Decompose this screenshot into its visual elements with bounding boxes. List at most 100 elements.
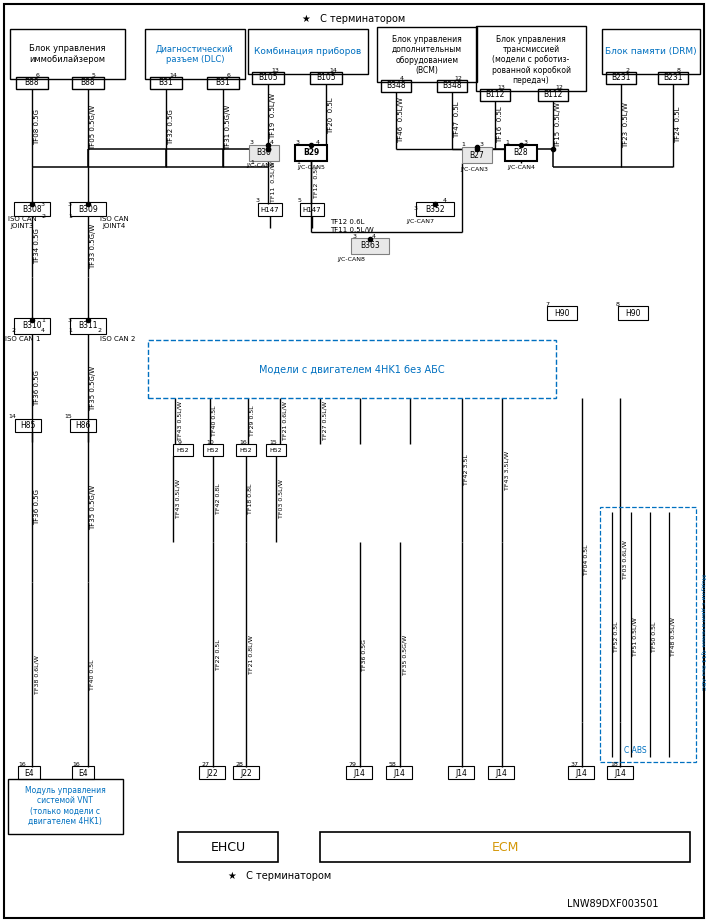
Bar (14, 318, 50, 334)
Text: TF22 0.5L: TF22 0.5L (215, 640, 220, 670)
Text: 1: 1 (461, 143, 465, 148)
Text: TF46  0.5L/W: TF46 0.5L/W (398, 97, 404, 143)
Bar (658, 72, 688, 84)
Text: TF36 0.5G: TF36 0.5G (362, 639, 367, 671)
Text: 8: 8 (616, 301, 620, 306)
Text: J14: J14 (393, 769, 405, 777)
Text: 14: 14 (8, 415, 16, 420)
Bar (236, 444, 256, 456)
Text: 3: 3 (256, 198, 260, 204)
Text: 13: 13 (271, 68, 279, 74)
Text: TF42 3.5L: TF42 3.5L (464, 455, 469, 486)
Text: B31: B31 (159, 78, 173, 88)
Text: Диагностический
разъем (DLC): Диагностический разъем (DLC) (156, 44, 234, 64)
Text: Комбинация приборов: Комбинация приборов (254, 48, 362, 56)
Text: 3: 3 (414, 207, 418, 211)
Text: Блок памяти (DRM): Блок памяти (DRM) (605, 48, 697, 56)
Bar (70, 419, 96, 432)
Bar (320, 832, 690, 862)
Bar (18, 766, 40, 779)
Text: 18: 18 (610, 762, 618, 766)
Text: Блок управления
дополнительным
оборудованием
(BCM): Блок управления дополнительным оборудова… (392, 35, 462, 75)
Text: TF47  0.5L: TF47 0.5L (454, 101, 460, 138)
Text: B231: B231 (663, 74, 683, 82)
Bar (199, 766, 225, 779)
Text: 3: 3 (41, 202, 45, 207)
Text: Блок управления
трансмиссией
(модели с роботиз-
рованной коробкой
передач): Блок управления трансмиссией (модели с р… (491, 35, 571, 86)
Text: TF15  0.5L/W: TF15 0.5L/W (555, 102, 561, 148)
Bar (207, 77, 239, 89)
Bar (249, 145, 279, 161)
Text: TF27 0.5L/W: TF27 0.5L/W (323, 401, 328, 441)
Text: TF40 0.5L: TF40 0.5L (91, 659, 96, 691)
Text: B88: B88 (25, 78, 40, 88)
Text: TF29 0.5L: TF29 0.5L (251, 406, 256, 436)
Text: 7: 7 (545, 301, 549, 306)
Text: B30: B30 (256, 148, 271, 158)
Text: 3: 3 (480, 143, 484, 148)
Bar (150, 77, 182, 89)
Bar (386, 766, 412, 779)
Text: B88: B88 (81, 78, 96, 88)
Text: 15: 15 (64, 415, 72, 420)
Text: B28: B28 (514, 148, 528, 158)
Text: 3: 3 (68, 317, 72, 323)
Text: 2: 2 (97, 328, 101, 334)
Text: H147: H147 (303, 207, 321, 213)
Text: H52: H52 (177, 447, 189, 453)
Text: 12: 12 (555, 86, 563, 90)
Text: H52: H52 (240, 447, 252, 453)
Text: H86: H86 (75, 421, 91, 431)
Text: TF43 3.5L/W: TF43 3.5L/W (505, 451, 510, 490)
Bar (70, 202, 106, 216)
Bar (15, 419, 41, 432)
Text: TF21 0.6L/W: TF21 0.6L/W (282, 402, 287, 441)
Bar (346, 766, 372, 779)
Bar (600, 507, 696, 762)
Text: J14: J14 (455, 769, 467, 777)
Text: TF18 0.8L: TF18 0.8L (249, 484, 253, 514)
Text: TF20  0.5L: TF20 0.5L (328, 98, 334, 135)
Bar (607, 766, 633, 779)
Text: 4: 4 (270, 140, 274, 146)
Text: B310: B310 (22, 322, 42, 330)
Text: H90: H90 (554, 309, 570, 317)
Text: ISO CAN
JOINT3: ISO CAN JOINT3 (8, 216, 37, 229)
Text: TF31 0.5G/W: TF31 0.5G/W (225, 104, 231, 149)
Text: 1: 1 (68, 328, 72, 334)
Text: 1: 1 (505, 140, 509, 146)
Text: TF04 0.5L: TF04 0.5L (585, 545, 590, 575)
Text: 1: 1 (296, 160, 300, 166)
Text: 5: 5 (298, 198, 302, 204)
Text: J22: J22 (206, 769, 218, 777)
Bar (488, 766, 514, 779)
Bar (252, 72, 284, 84)
Text: TF50 0.5L: TF50 0.5L (651, 621, 656, 652)
Text: 3: 3 (296, 140, 300, 146)
Text: TF19  0.5L/W: TF19 0.5L/W (270, 93, 276, 139)
Text: 6: 6 (36, 74, 40, 78)
Bar (295, 145, 327, 161)
Bar (173, 444, 193, 456)
Text: TF35 0.5G/W: TF35 0.5G/W (90, 365, 96, 410)
Bar (233, 766, 259, 779)
Text: H147: H147 (261, 207, 280, 213)
Text: TF21 0.8L/W: TF21 0.8L/W (249, 635, 253, 674)
Text: B105: B105 (258, 74, 278, 82)
Text: EHCU: EHCU (210, 841, 246, 854)
Text: TF16  0.5L: TF16 0.5L (497, 107, 503, 144)
Bar (8, 779, 123, 834)
Bar (145, 29, 245, 79)
Text: 4: 4 (372, 233, 376, 239)
Text: TF05 0.5G/W: TF05 0.5G/W (90, 104, 96, 149)
Text: TF35 0.5G/W: TF35 0.5G/W (90, 484, 96, 529)
Text: TF48 0.5L/W: TF48 0.5L/W (670, 618, 675, 656)
Text: 9: 9 (178, 440, 182, 444)
Text: 1: 1 (250, 160, 254, 166)
Text: B363: B363 (360, 242, 380, 251)
Text: 4: 4 (400, 77, 404, 81)
Bar (462, 147, 492, 163)
Text: 4: 4 (41, 328, 45, 334)
Bar (437, 80, 467, 92)
Bar (203, 444, 223, 456)
